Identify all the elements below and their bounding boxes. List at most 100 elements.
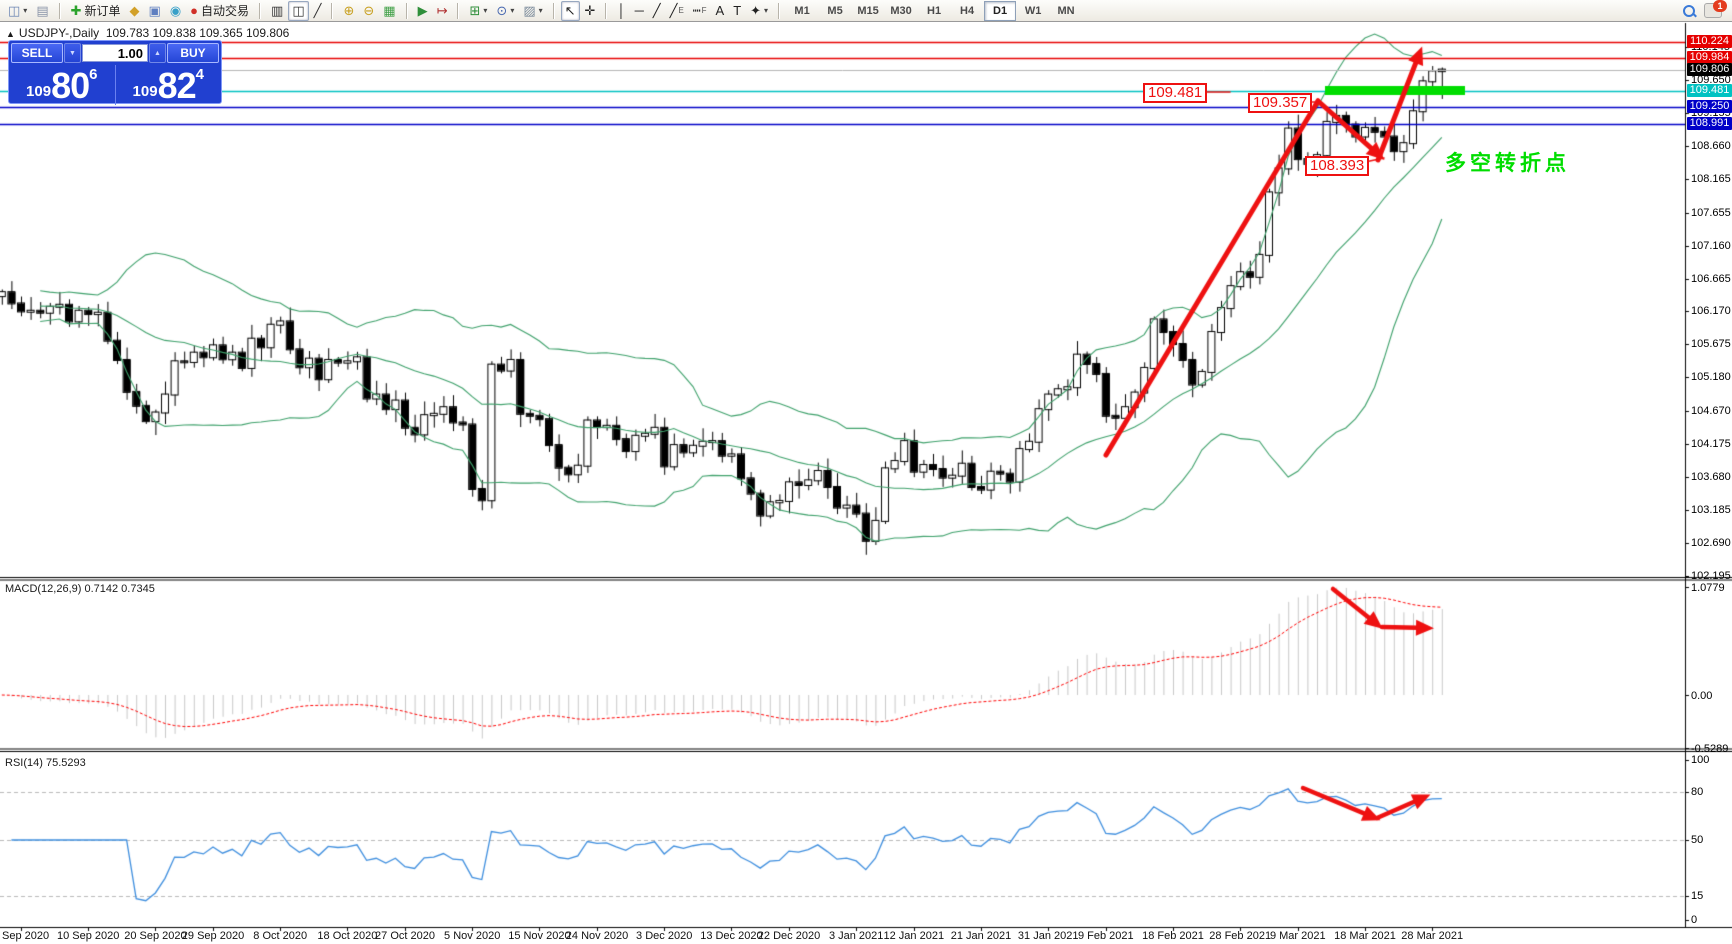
rsi-axis-label: 100	[1691, 754, 1710, 766]
date-axis-label: 9 Feb 2021	[1077, 930, 1134, 942]
indicators-icon: ⊞	[469, 3, 481, 18]
date-axis-label: 3 Jan 2021	[828, 930, 884, 942]
sell-button[interactable]: SELL	[11, 43, 63, 63]
date-axis-label: 24 Nov 2020	[565, 930, 629, 942]
price-axis-tick-label: 107.655	[1691, 206, 1731, 219]
date-axis-label: 20 Sep 2020	[124, 930, 187, 942]
templates-icon: ▨	[523, 3, 536, 18]
arrows-icon: ✦	[750, 3, 762, 18]
hline-button[interactable]: ─	[631, 1, 648, 21]
date-axis-label: 18 Mar 2021	[1334, 930, 1396, 942]
rsi-indicator-label: RSI(14) 75.5293	[5, 757, 86, 769]
new-chart-icon: ◫	[8, 3, 21, 18]
periods-button[interactable]: ⊙ ▾	[492, 1, 518, 21]
indicators-button[interactable]: ⊞ ▾	[465, 1, 491, 21]
label-button[interactable]: T	[729, 1, 745, 21]
price-annotation-label[interactable]: 109.357	[1248, 93, 1313, 113]
dropdown-arrow-icon: ▾	[510, 6, 515, 15]
vline-button[interactable]: │	[613, 1, 629, 21]
buy-button[interactable]: BUY	[167, 43, 219, 63]
chart-title: ▲ USDJPY-,Daily 109.783 109.838 109.365 1…	[6, 26, 289, 40]
chart-shift-button[interactable]: ↦	[433, 1, 452, 21]
hline-icon: ─	[634, 3, 644, 18]
timeframe-m5-button[interactable]: M5	[827, 4, 843, 17]
candlestick-chart-button[interactable]: ◫	[288, 0, 309, 21]
autotrade-button-label: 自动交易	[201, 4, 250, 18]
community-icon: ▣	[148, 3, 161, 18]
text-button[interactable]: A	[712, 1, 729, 21]
dropdown-arrow-icon: ▾	[538, 6, 543, 15]
line-chart-button[interactable]: ╱	[310, 1, 326, 21]
autotrade-button[interactable]: ● 自动交易	[186, 1, 253, 21]
macd-axis-label: 0.00	[1691, 690, 1713, 702]
timeframe-h1-button[interactable]: H1	[927, 4, 942, 17]
toolbar-divider	[58, 2, 61, 19]
date-axis-label: 31 Jan 2021	[1017, 930, 1079, 942]
metaeditor-button[interactable]: ◆	[126, 1, 144, 21]
templates-button[interactable]: ▨ ▾	[519, 1, 546, 21]
price-axis-tick-label: 108.165	[1691, 172, 1731, 185]
collapse-panel-icon[interactable]: ▲	[6, 29, 15, 39]
trendline-button[interactable]: ╱	[649, 1, 665, 21]
cursor-button[interactable]: ↖	[560, 0, 580, 21]
sell-price[interactable]: 109 80 6	[9, 65, 115, 105]
volume-up-button[interactable]: ▲	[149, 43, 166, 63]
date-axis-label: 10 Sep 2020	[56, 930, 120, 942]
fibonacci-button[interactable]: ┉ F	[689, 1, 711, 21]
arrows-button[interactable]: ✦ ▾	[746, 1, 772, 21]
toolbar-divider	[331, 2, 334, 19]
volume-down-button[interactable]: ▼	[64, 43, 81, 63]
profiles-icon: ▤	[36, 3, 49, 18]
autotrade-icon: ●	[190, 3, 199, 18]
auto-scroll-icon: ▶	[417, 3, 428, 18]
new-chart-button[interactable]: ◫ ▾	[4, 1, 31, 21]
zoom-out-button[interactable]: ⊖	[359, 1, 378, 21]
date-axis-label: 12 Jan 2021	[883, 930, 945, 942]
bar-chart-button[interactable]: ▥	[267, 1, 287, 21]
vline-icon: │	[617, 3, 626, 18]
toolbar-divider	[457, 2, 460, 19]
price-axis-tick-label: 107.160	[1691, 239, 1731, 252]
trend-note-text[interactable]: 多空转折点	[1445, 152, 1570, 175]
macd-axis-label: 1.0779	[1691, 581, 1725, 594]
search-icon[interactable]	[1682, 4, 1697, 18]
zoom-out-icon: ⊖	[363, 3, 375, 18]
auto-scroll-button[interactable]: ▶	[414, 1, 432, 21]
rsi-axis-label: 80	[1691, 786, 1704, 798]
buy-price[interactable]: 109 82 4	[116, 65, 222, 105]
date-axis-label: 27 Oct 2020	[375, 930, 435, 942]
price-annotation-label[interactable]: 109.481	[1143, 83, 1208, 103]
price-annotation-label[interactable]: 108.393	[1305, 156, 1370, 176]
tile-windows-button[interactable]: ▦	[379, 1, 399, 21]
timeframe-mn-button[interactable]: MN	[1057, 4, 1075, 17]
icon-subscript: F	[701, 6, 707, 15]
channel-button[interactable]: ╱ E	[666, 1, 688, 21]
profiles-button[interactable]: ▤	[32, 1, 52, 21]
timeframe-d1-button[interactable]: D1	[984, 0, 1017, 21]
timeframe-h4-button[interactable]: H4	[960, 4, 975, 17]
timeframe-m15-button[interactable]: M15	[857, 4, 879, 17]
price-axis-tick-label: 102.690	[1691, 536, 1731, 549]
signals-button[interactable]: ◉	[166, 1, 185, 21]
price-line-badge: 110.224	[1687, 34, 1732, 48]
zoom-in-button[interactable]: ⊕	[339, 1, 358, 21]
date-axis-label: 22 Dec 2020	[757, 930, 821, 942]
new-order-button[interactable]: ✚ 新订单	[67, 1, 125, 21]
trendline-icon: ╱	[652, 3, 661, 18]
price-line-badge: 109.806	[1687, 62, 1732, 76]
notifications-icon[interactable]: 1	[1704, 0, 1727, 18]
timeframe-m1-button[interactable]: M1	[794, 4, 810, 17]
signals-icon: ◉	[169, 3, 182, 18]
symbol-title: USDJPY-,Daily	[18, 26, 100, 40]
chart-shift-icon: ↦	[436, 3, 448, 18]
crosshair-button[interactable]: ✛	[581, 1, 600, 21]
community-button[interactable]: ▣	[145, 1, 165, 21]
new-order-icon: ✚	[70, 3, 82, 18]
timeframe-w1-button[interactable]: W1	[1024, 4, 1042, 17]
date-axis-label: 21 Jan 2021	[950, 930, 1012, 942]
timeframe-m30-button[interactable]: M30	[890, 4, 912, 17]
volume-input[interactable]	[82, 44, 148, 62]
price-axis-tick-label: 104.175	[1691, 438, 1731, 451]
